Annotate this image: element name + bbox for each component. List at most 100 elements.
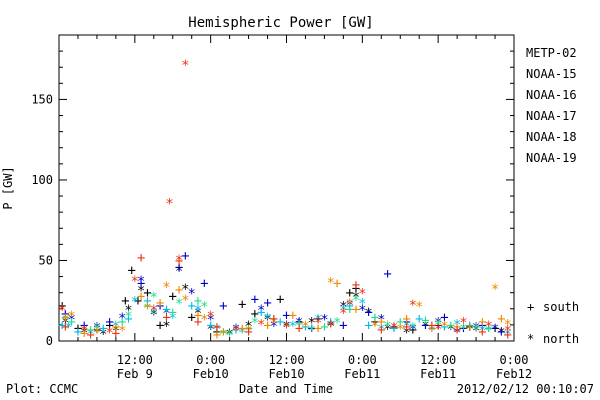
- point-south-metp-02: +: [134, 294, 142, 310]
- point-north-noaa-15: *: [320, 312, 328, 328]
- point-north-metp-02: *: [327, 319, 335, 335]
- point-north-noaa-18: *: [327, 275, 335, 291]
- point-south-noaa-17: +: [421, 313, 429, 329]
- point-south-metp-02: +: [295, 315, 303, 331]
- point-south-noaa-17: +: [86, 323, 94, 339]
- point-south-noaa-16: +: [345, 299, 353, 315]
- point-north-noaa-18: *: [93, 325, 101, 341]
- point-north-noaa-19: *: [314, 316, 322, 332]
- point-north-noaa-18: *: [200, 312, 208, 328]
- point-north-metp-02: *: [225, 327, 233, 343]
- point-north-noaa-16: *: [238, 325, 246, 341]
- point-north-metp-02: *: [150, 308, 158, 324]
- point-north-noaa-19: *: [282, 321, 290, 337]
- point-south-noaa-17: +: [295, 316, 303, 332]
- y-axis: 0 50 100 150: [31, 50, 514, 348]
- x-axis-label: Date and Time: [239, 382, 333, 396]
- point-south-noaa-18: +: [314, 321, 322, 337]
- point-south-noaa-18: +: [61, 310, 69, 326]
- point-north-noaa-19: *: [390, 321, 398, 337]
- point-north-metp-02: *: [99, 327, 107, 343]
- y-axis-label: P [GW]: [1, 166, 15, 209]
- point-north-noaa-19: *: [503, 324, 511, 340]
- point-south-noaa-19: +: [162, 310, 170, 326]
- point-north-metp-02: *: [364, 306, 372, 322]
- point-north-metp-02: *: [402, 325, 410, 341]
- point-north-noaa-18: *: [440, 319, 448, 335]
- x-tick-time: 12:00: [268, 353, 304, 367]
- point-south-noaa-15: +: [219, 299, 227, 315]
- point-north-noaa-16: *: [64, 321, 72, 337]
- point-north-noaa-15: *: [295, 316, 303, 332]
- point-south-noaa-17: +: [118, 315, 126, 331]
- point-north-noaa-15: *: [118, 311, 126, 327]
- point-south-noaa-16: +: [99, 321, 107, 337]
- point-north-noaa-19: *: [459, 316, 467, 332]
- point-south-noaa-16: +: [466, 318, 474, 334]
- point-north-metp-02: *: [244, 319, 252, 335]
- point-south-noaa-19: +: [295, 321, 303, 337]
- point-north-noaa-18: *: [371, 319, 379, 335]
- point-south-noaa-18: +: [478, 315, 486, 331]
- point-south-noaa-16: +: [143, 294, 151, 310]
- point-south-noaa-19: +: [213, 320, 221, 336]
- point-south-noaa-15: +: [339, 318, 347, 334]
- point-south-noaa-19: +: [402, 320, 410, 336]
- point-south-noaa-15: +: [383, 266, 391, 282]
- north-symbol: *: [527, 332, 534, 346]
- point-north-noaa-16: *: [86, 327, 94, 343]
- point-south-noaa-15: +: [402, 315, 410, 331]
- point-north-noaa-17: *: [333, 316, 341, 332]
- point-south-noaa-16: +: [257, 305, 265, 321]
- point-south-noaa-19: +: [175, 253, 183, 269]
- point-south-noaa-16: +: [485, 321, 493, 337]
- point-north-noaa-19: *: [358, 287, 366, 303]
- point-north-noaa-16: *: [289, 319, 297, 335]
- point-north-metp-02: *: [383, 322, 391, 338]
- point-south-noaa-17: +: [371, 310, 379, 326]
- point-north-noaa-16: *: [112, 319, 120, 335]
- point-north-noaa-17: *: [175, 296, 183, 312]
- x-tick-date: Feb10: [193, 367, 229, 381]
- point-south-metp-02: +: [276, 292, 284, 308]
- point-south-metp-02: +: [390, 320, 398, 336]
- point-north-noaa-16: *: [453, 317, 461, 333]
- point-south-noaa-18: +: [497, 311, 505, 327]
- x-tick-date: Feb12: [496, 367, 532, 381]
- point-north-noaa-17: *: [200, 300, 208, 316]
- point-north-noaa-17: *: [61, 312, 69, 328]
- point-south-noaa-16: +: [74, 324, 82, 340]
- point-north-noaa-15: *: [93, 321, 101, 337]
- point-north-noaa-18: *: [181, 293, 189, 309]
- point-north-noaa-18: *: [301, 319, 309, 335]
- legend-entry: NOAA-18: [526, 130, 577, 144]
- point-north-noaa-19: *: [80, 324, 88, 340]
- point-south-noaa-15: +: [497, 324, 505, 340]
- point-south-noaa-17: +: [447, 318, 455, 334]
- point-north-noaa-18: *: [466, 322, 474, 338]
- point-north-noaa-15: *: [67, 312, 75, 328]
- point-north-noaa-19: *: [434, 322, 442, 338]
- point-south-metp-02: +: [143, 286, 151, 302]
- point-south-noaa-18: +: [156, 295, 164, 311]
- point-north-noaa-16: *: [402, 319, 410, 335]
- point-south-metp-02: +: [466, 320, 474, 336]
- point-south-metp-02: +: [238, 297, 246, 313]
- point-north-noaa-17: *: [485, 324, 493, 340]
- point-north-noaa-15: *: [358, 303, 366, 319]
- point-north-noaa-16: *: [503, 327, 511, 343]
- point-south-noaa-18: +: [194, 308, 202, 324]
- point-south-noaa-17: +: [194, 294, 202, 310]
- point-north-noaa-18: *: [118, 324, 126, 340]
- point-north-noaa-19: *: [206, 309, 214, 325]
- data-points: ++ + ++++++++++++++ ++++ + + + + +** * ******** ** *…: [58, 58, 512, 345]
- point-south-noaa-18: +: [80, 326, 88, 342]
- point-south-noaa-18: +: [289, 308, 297, 324]
- x-tick-time: 0:00: [500, 353, 529, 367]
- point-south-noaa-19: +: [112, 326, 120, 342]
- point-south-noaa-18: +: [352, 302, 360, 318]
- point-south-noaa-16: +: [162, 302, 170, 318]
- point-north-noaa-15: *: [409, 322, 417, 338]
- point-north-noaa-17: *: [150, 290, 158, 306]
- y-tick-label: 50: [39, 253, 53, 267]
